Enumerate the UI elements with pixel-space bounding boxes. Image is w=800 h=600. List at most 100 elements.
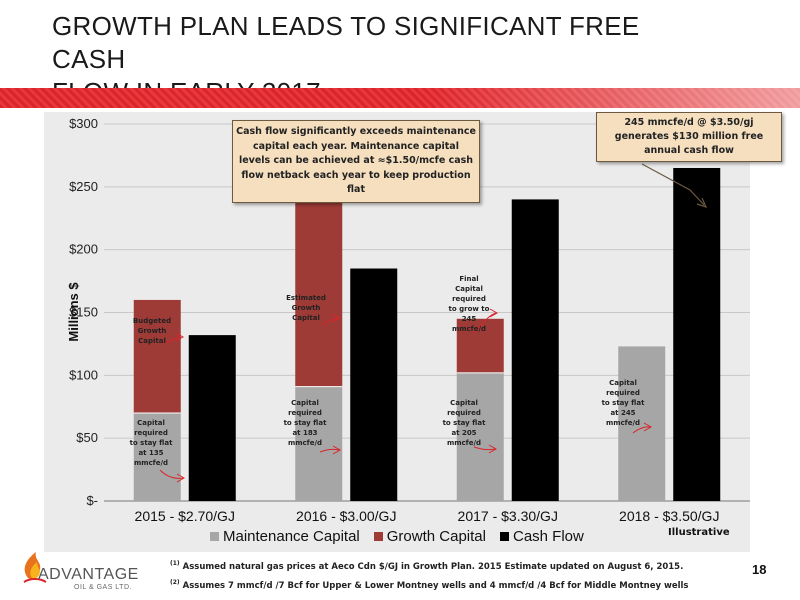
note-line: Capital [138,337,166,345]
logo-name: ADVANTAGE [38,566,139,583]
arrow-stay245-head [643,422,653,432]
legend-label: Growth Capital [386,527,486,545]
note-stay-205: Capital required to stay flat at 205 mmc… [441,398,487,448]
x-tick-label: 2018 - $3.50/GJ [619,508,719,524]
advantage-logo-flame-icon [23,552,47,583]
arrow-free-cash-head [696,197,708,208]
y-tick-label: $100 [69,367,98,382]
title-line-1: GROWTH PLAN LEADS TO SIGNIFICANT FREE CA… [52,11,640,74]
note-line: required [134,429,168,437]
note-line: mmcfe/d [451,325,487,333]
legend-swatch-cash [499,531,509,541]
note-line: Final [459,275,479,283]
bar-cash-flow [350,268,398,501]
note-line: required [452,295,486,303]
footnote-mark: (1) [170,560,180,567]
arrow-estimated [321,317,339,326]
note-line: to stay flat [601,399,645,407]
note-estimated-growth: Estimated Growth Capital [284,293,328,323]
note-budgeted-growth: Budgeted Growth Capital [132,316,172,346]
callout-maintenance: Cash flow significantly exceeds maintena… [232,120,480,203]
legend-label: Cash Flow [512,527,584,545]
y-tick-label: $200 [69,242,98,257]
bar-cash-flow [673,167,721,501]
footnote-text: Assumes 7 mmcf/d /7 Bcf for Upper & Lowe… [182,580,689,591]
bar-growth [133,299,181,414]
arrow-budgeted [164,336,182,344]
arrow-stay205-head [488,444,498,454]
note-line: to stay flat [129,439,173,447]
note-stay-183: Capital required to stay flat at 183 mmc… [282,398,328,448]
arrow-estimated-head [331,313,341,323]
legend-item-maintenance: Maintenance Capital [210,528,360,545]
bar-growth [295,199,343,387]
arrow-stay205 [473,446,496,451]
note-line: to stay flat [283,419,327,427]
note-line: required [606,389,640,397]
page-number: 18 [752,562,767,577]
arrow-stay245 [632,426,651,434]
bar-maintenance [295,386,343,501]
y-axis-label: Millions $ [66,282,81,342]
chart-legend: Maintenance Capital Growth Capital Cash … [210,526,598,546]
note-line: to grow to [448,305,490,313]
footnote-2: (2) Assumes 7 mmcf/d /7 Bcf for Upper & … [170,575,750,594]
note-line: Capital [455,285,483,293]
bar-cash-flow [188,335,236,501]
note-line: mmcfe/d [287,439,323,447]
arrow-final [474,312,497,334]
note-line: mmcfe/d [133,459,169,467]
illustrative-label: Illustrative [668,527,730,538]
footnote-1: (1) Assumed natural gas prices at Aeco C… [170,556,750,575]
note-line: at 245 [610,409,636,417]
footnote-text: Assumed natural gas prices at Aeco Cdn $… [182,561,684,572]
legend-swatch-growth [373,531,383,541]
legend-swatch-maintenance [210,531,219,541]
note-line: mmcfe/d [605,419,641,427]
note-line: to stay flat [442,419,486,427]
note-line: Estimated [286,294,326,302]
arrow-free-cash [641,163,705,206]
note-line: Capital [450,399,478,407]
logo-subtitle: OIL & GAS LTD. [74,584,132,591]
x-tick-label: 2015 - $2.70/GJ [135,508,235,524]
arrow-stay183 [319,448,340,453]
note-line: at 183 [292,429,318,437]
note-line: Growth [291,304,321,312]
note-line: 245 [461,315,477,323]
x-tick-label: 2016 - $3.00/GJ [296,508,396,524]
y-tick-label: $50 [76,430,98,445]
footnotes: (1) Assumed natural gas prices at Aeco C… [170,556,750,594]
arrow-budgeted-head [175,332,185,342]
footnote-mark: (2) [170,578,180,586]
arrow-stay183-head [332,445,342,455]
note-line: Capital [291,399,319,407]
note-final-capital: Final Capital required to grow to 245 mm… [446,274,492,334]
note-line: at 135 [138,449,164,457]
bar-growth [456,318,504,373]
bar-maintenance [456,372,504,501]
note-stay-135: Capital required to stay flat at 135 mmc… [128,418,174,468]
note-line: Capital [137,419,165,427]
note-line: Capital [609,379,637,387]
note-stay-245: Capital required to stay flat at 245 mmc… [600,378,646,428]
callout-free-cash: 245 mmcfe/d @ $3.50/gj generates $130 mi… [596,112,782,162]
arrow-stay135-head [176,473,186,483]
note-line: Growth [137,327,167,335]
y-tick-label: $- [86,493,98,508]
legend-label: Maintenance Capital [223,527,360,545]
note-line: required [447,409,481,417]
note-line: Budgeted [132,317,172,325]
legend-item-cash: Cash Flow [499,527,584,545]
note-line: required [288,409,322,417]
header-band-fade [430,88,800,108]
note-line: mmcfe/d [446,439,482,447]
bar-maintenance [618,346,666,501]
x-tick-label: 2017 - $3.30/GJ [458,508,558,524]
y-tick-label: $300 [69,116,98,131]
bar-maintenance [133,413,181,501]
arrow-final-head [489,308,499,318]
arrow-stay135 [159,469,184,479]
note-line: Capital [292,314,320,322]
